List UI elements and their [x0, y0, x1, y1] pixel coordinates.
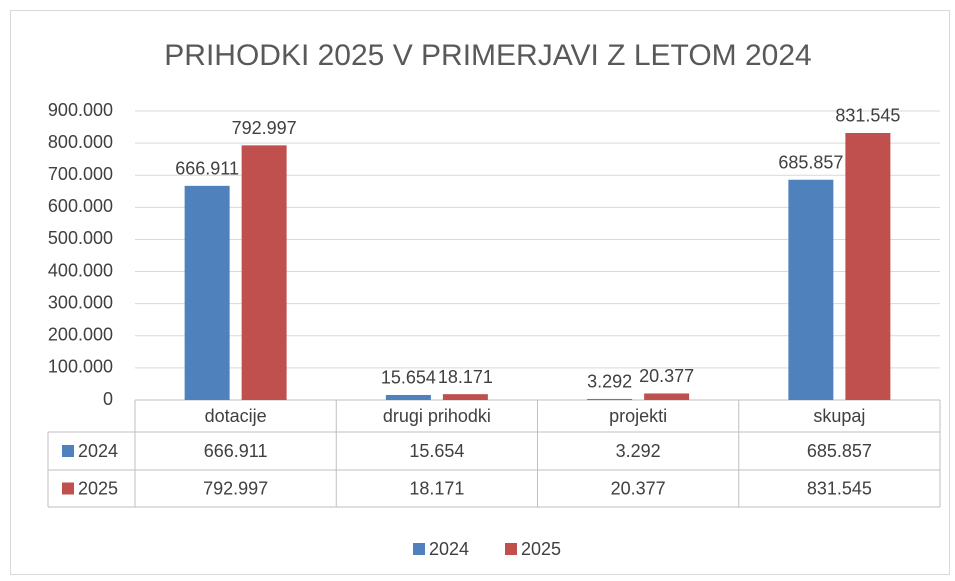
table-series-name: 2024: [78, 441, 118, 461]
legend-label: 2024: [429, 539, 469, 559]
table-cell: 666.911: [204, 441, 268, 461]
bar: [184, 185, 230, 400]
y-tick-label: 400.000: [48, 260, 113, 280]
data-label: 792.997: [232, 118, 297, 138]
data-label: 20.377: [639, 366, 694, 386]
bar: [788, 179, 834, 400]
table-cell: 831.545: [807, 478, 872, 498]
data-label: 15.654: [381, 368, 436, 388]
y-tick-label: 700.000: [48, 164, 113, 184]
y-tick-label: 500.000: [48, 228, 113, 248]
legend-key: [413, 543, 425, 555]
y-tick-label: 200.000: [48, 325, 113, 345]
category-label: skupaj: [813, 406, 865, 426]
data-label: 831.545: [835, 106, 900, 126]
bar: [644, 393, 690, 400]
y-tick-label: 300.000: [48, 292, 113, 312]
table-cell: 792.997: [203, 478, 268, 498]
data-label: 666.911: [175, 159, 239, 179]
bar: [385, 394, 431, 400]
table-legend-key: [62, 445, 74, 457]
legend-key: [505, 543, 517, 555]
table-cell: 3.292: [616, 441, 661, 461]
y-tick-label: 100.000: [48, 357, 113, 377]
category-label: dotacije: [205, 406, 267, 426]
table-cell: 18.171: [409, 478, 464, 498]
bar: [241, 145, 287, 400]
table-cell: 15.654: [409, 441, 464, 461]
chart-title: PRIHODKI 2025 V PRIMERJAVI Z LETOM 2024: [164, 39, 811, 72]
y-tick-label: 600.000: [48, 196, 113, 216]
bar: [845, 132, 891, 400]
category-label: projekti: [609, 406, 667, 426]
data-label: 685.857: [778, 153, 843, 173]
table-cell: 20.377: [611, 478, 666, 498]
table-cell: 685.857: [807, 441, 872, 461]
legend-label: 2025: [521, 539, 561, 559]
data-label: 3.292: [587, 372, 632, 392]
bar: [442, 394, 488, 400]
table-series-name: 2025: [78, 478, 118, 498]
table-legend-key: [62, 482, 74, 495]
y-tick-label: 900.000: [48, 100, 113, 120]
bar: [587, 398, 633, 400]
y-tick-label: 800.000: [48, 132, 113, 152]
data-label: 18.171: [438, 367, 493, 387]
category-label: drugi prihodki: [383, 406, 491, 426]
y-tick-label: 0: [103, 389, 113, 409]
